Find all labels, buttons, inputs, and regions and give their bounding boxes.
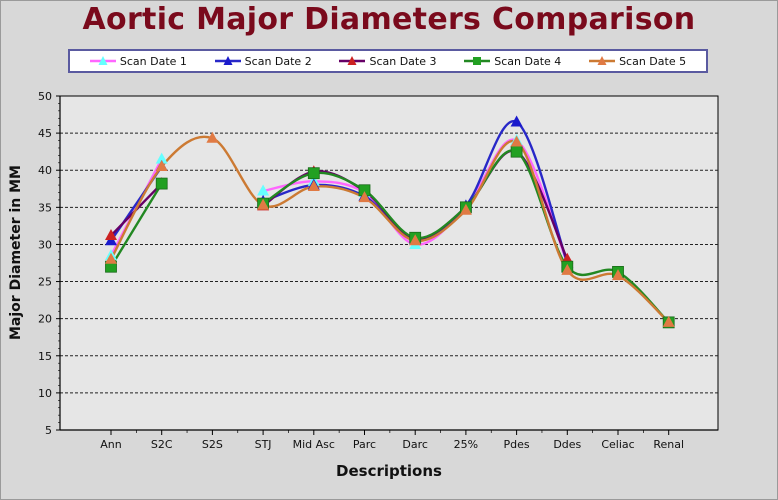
x-tick-label: Renal: [653, 438, 684, 451]
y-tick-label: 45: [38, 127, 52, 140]
y-tick-label: 20: [38, 313, 52, 326]
legend-label: Scan Date 2: [244, 54, 312, 68]
legend-label: Scan Date 3: [369, 54, 437, 68]
legend-swatch: [214, 56, 241, 65]
y-tick-label: 40: [38, 164, 52, 177]
legend-item-4: Scan Date 4: [464, 55, 561, 68]
data-point-s3-1: [105, 229, 117, 241]
data-point-s4-9: [510, 145, 523, 158]
data-point-s4-2: [155, 177, 168, 190]
x-axis-label: Descriptions: [336, 462, 442, 480]
y-axis-label: Major Diameter in MM: [8, 165, 24, 340]
data-point-s5-8: [459, 203, 472, 215]
legend-item-2: Scan Date 2: [214, 54, 312, 68]
y-tick-label: 25: [38, 276, 52, 289]
y-tick-label: 15: [38, 350, 52, 363]
y-tick-label: 10: [38, 387, 52, 400]
data-point-s5-7: [409, 234, 422, 246]
x-tick-label: Parc: [353, 438, 376, 451]
legend-label: Scan Date 1: [119, 54, 187, 68]
legend-swatch: [589, 56, 616, 65]
data-point-s5-2: [155, 160, 168, 172]
data-point-s5-3: [206, 131, 219, 143]
legend-item-1: Scan Date 1: [89, 54, 187, 68]
x-tick-label: S2C: [151, 438, 173, 451]
x-tick-label: S2S: [202, 438, 223, 451]
data-point-s5-1: [105, 252, 117, 264]
data-point-s4-5: [307, 167, 320, 180]
data-point-s5-9: [510, 135, 523, 147]
y-tick-label: 35: [38, 201, 52, 214]
x-tick-label: STJ: [255, 438, 272, 451]
legend-item-5: Scan Date 5: [589, 55, 686, 68]
data-point-s5-12: [662, 315, 675, 327]
legend-swatch: [464, 57, 491, 65]
x-tick-label: 25%: [454, 438, 478, 451]
data-point-s5-4: [257, 198, 270, 210]
data-point-s5-5: [307, 180, 320, 192]
y-tick-label: 5: [45, 424, 52, 437]
legend-swatch: [89, 56, 116, 65]
data-point-s5-11: [612, 269, 624, 281]
plot-background: [59, 95, 719, 431]
x-tick-label: Celiac: [601, 438, 634, 451]
x-tick-label: Pdes: [504, 438, 530, 451]
x-tick-label: Ann: [100, 438, 121, 451]
x-tick-label: Darc: [402, 438, 428, 451]
legend: Scan Date 1 Scan Date 2 Scan Date 3 Scan Da…: [68, 49, 708, 73]
chart-title: Aortic Major Diameters Comparison: [82, 2, 696, 37]
data-point-s1-4: [257, 184, 270, 196]
legend-item-3: Scan Date 3: [339, 54, 437, 68]
data-point-s5-10: [561, 263, 574, 275]
y-tick-label: 50: [38, 90, 52, 103]
x-tick-label: Ddes: [553, 438, 581, 451]
legend-label: Scan Date 4: [494, 54, 562, 68]
data-point-s2-9: [510, 115, 523, 127]
data-point-s5-6: [358, 191, 371, 203]
data-point-s1-2: [155, 152, 168, 164]
y-tick-label: 30: [38, 238, 52, 251]
legend-label: Scan Date 5: [619, 54, 687, 68]
legend-swatch: [339, 56, 366, 65]
x-tick-label: Mid Asc: [293, 438, 335, 451]
